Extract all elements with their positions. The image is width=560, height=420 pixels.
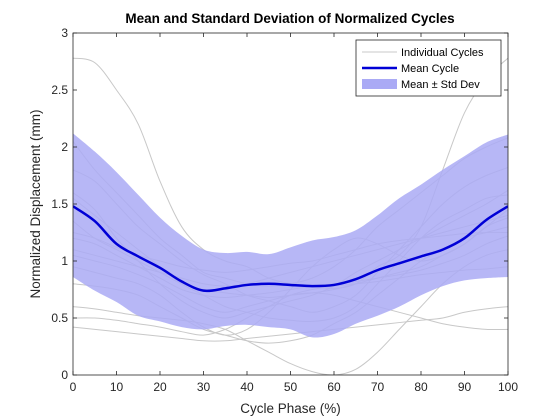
individual-cycle-line-13 xyxy=(73,306,508,342)
y-axis-label: Normalized Displacement (mm) xyxy=(28,109,43,298)
data-layer xyxy=(73,57,508,375)
x-tick-label: 0 xyxy=(70,380,77,394)
x-tick-label: 60 xyxy=(327,380,341,394)
y-tick-label: 0.5 xyxy=(51,311,68,325)
y-tick-label: 0 xyxy=(61,368,68,382)
x-tick-label: 100 xyxy=(498,380,518,394)
x-axis-label: Cycle Phase (%) xyxy=(240,401,341,416)
x-tick-label: 90 xyxy=(458,380,472,394)
chart-title: Mean and Standard Deviation of Normalize… xyxy=(125,11,454,26)
y-tick-label: 2 xyxy=(61,140,68,154)
mean-cycle-layer xyxy=(73,205,508,293)
legend-label-std: Mean ± Std Dev xyxy=(401,79,480,91)
y-tick-label: 2.5 xyxy=(51,83,68,97)
y-tick-label: 3 xyxy=(61,26,68,40)
legend: Individual Cycles Mean Cycle Mean ± Std … xyxy=(355,39,502,97)
legend-swatch-std xyxy=(362,79,397,89)
x-tick-label: 40 xyxy=(240,380,254,394)
y-tick-label: 1.5 xyxy=(51,197,68,211)
std-dev-band-layer xyxy=(73,133,508,338)
x-tick-label: 70 xyxy=(371,380,385,394)
x-tick-label: 80 xyxy=(414,380,428,394)
x-tick-label: 50 xyxy=(284,380,298,394)
y-tick-label: 1 xyxy=(61,254,68,268)
x-tick-label: 20 xyxy=(153,380,167,394)
axis-ticks: 0 10 20 30 40 50 60 70 80 90 100 0 0.5 1 1.5 2 2.5 3 xyxy=(51,26,518,394)
mean-cycle-line xyxy=(73,205,508,293)
x-tick-label: 10 xyxy=(110,380,124,394)
x-tick-label: 30 xyxy=(197,380,211,394)
std-dev-band xyxy=(73,133,508,338)
legend-label-mean: Mean Cycle xyxy=(401,63,459,75)
legend-label-individual: Individual Cycles xyxy=(401,47,484,59)
